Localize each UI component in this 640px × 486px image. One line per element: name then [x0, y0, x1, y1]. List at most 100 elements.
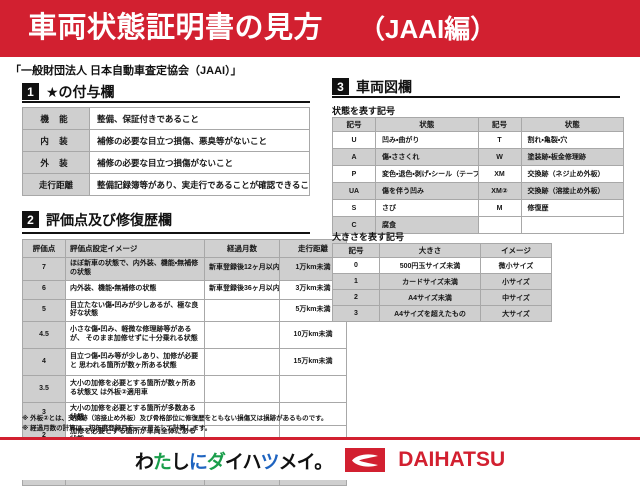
column-header-symbol-right: 記号: [477, 117, 522, 132]
state-symbol-right: XM②: [477, 182, 522, 200]
section-title-3: 車両図欄: [356, 79, 412, 95]
section-rule-1: [22, 101, 310, 103]
star-row-value: 補修の必要な目立つ損傷がないこと: [89, 151, 310, 174]
table-row: 4 目立つ傷・凹み等が少しあり、加修が必要と 思われる箇所が数ヶ所ある状態 15…: [22, 348, 347, 376]
section-rule-3: [332, 96, 620, 98]
rating-image: ほぼ新車の状態で、内外装、機能・無補修の状態: [65, 257, 205, 281]
size-symbol: 2: [332, 289, 380, 306]
state-desc-left: 変色・退色・剥げ・シール（テープ）跡: [375, 165, 479, 183]
table-row: 機 能 整備、保証付きであること: [22, 107, 310, 130]
association-name: 「一般財団法人 日本自動車査定協会（JAAI）」: [10, 65, 242, 77]
state-symbol-left: UA: [332, 182, 376, 200]
tagline-char: メ: [278, 451, 298, 473]
footer-divider: [0, 437, 640, 440]
state-symbol-left: S: [332, 199, 376, 217]
rating-image: 大小の加修を必要とする箇所が数ヶ所ある状態又 は外板②適用車: [65, 375, 205, 403]
table-row: 内 装 補修の必要な目立つ損傷、悪臭等がないこと: [22, 129, 310, 152]
tagline-char: ダ: [206, 451, 226, 473]
rating-point: 4: [22, 348, 66, 376]
state-desc-right: 交換跡（溶接止め外板）: [520, 182, 624, 200]
rating-image: 目立つ傷・凹み等が少しあり、加修が必要と 思われる箇所が数ヶ所ある状態: [65, 348, 205, 376]
star-criteria-table: 機 能 整備、保証付きであること 内 装 補修の必要な目立つ損傷、悪臭等がないこ…: [22, 107, 310, 196]
table-row: 0 500円玉サイズ未満 微小サイズ: [332, 257, 552, 274]
tagline-char: 。: [314, 451, 333, 473]
table-row: A 傷・ささくれ W 塗装跡・板金修理跡: [332, 148, 624, 166]
state-desc-right: [520, 216, 624, 234]
rating-point: 3.5: [22, 375, 66, 403]
column-header-symbol-left: 記号: [332, 117, 376, 132]
star-row-label: 機 能: [22, 107, 90, 130]
state-symbol-left: C: [332, 216, 376, 234]
table-header-row: 記号 大きさ イメージ: [332, 243, 552, 258]
size-symbols-table: 記号 大きさ イメージ 0 500円玉サイズ未満 微小サイズ 1 カードサイズ未…: [332, 243, 552, 322]
size-desc: 500円玉サイズ未満: [379, 257, 481, 274]
section-title-1: ★の付与欄: [46, 84, 115, 100]
column-header-image: 評価点設定イメージ: [65, 239, 205, 258]
table-row: 走行距離 整備記録簿等があり、実走行であることが確認できること: [22, 173, 310, 196]
rating-point: 7: [22, 257, 66, 281]
rating-months: [204, 348, 280, 376]
state-symbol-right: [477, 216, 522, 234]
table-row: C 腐食: [332, 216, 624, 234]
footnotes: ※ 外板②とは、交換跡（溶接止め外板）及び骨格部位に修復歴をともない損傷又は損跡…: [22, 414, 327, 434]
section-number-3: 3: [332, 78, 349, 95]
section-heading-2: 2 評価点及び修復歴欄: [22, 211, 172, 228]
star-row-value: 整備記録簿等があり、実走行であることが確認できること: [89, 173, 310, 196]
column-header-state-left: 状態: [375, 117, 479, 132]
state-symbol-left: A: [332, 148, 376, 166]
size-image: 微小サイズ: [480, 257, 552, 274]
footnote-line-2: ※ 経過月数の計算は、初年度登録月を一ヶ月として計算します。: [22, 425, 212, 433]
star-row-value: 補修の必要な目立つ損傷、悪臭等がないこと: [89, 129, 310, 152]
section-rule-2: [22, 232, 310, 234]
size-symbols-caption: 大きさを表す記号: [332, 232, 405, 242]
column-header-size-image: イメージ: [480, 243, 552, 258]
state-symbol-left: U: [332, 131, 376, 149]
table-row: P 変色・退色・剥げ・シール（テープ）跡 XM 交換跡（ネジ止め外板）: [332, 165, 624, 183]
table-row: 外 装 補修の必要な目立つ損傷がないこと: [22, 151, 310, 174]
footnote-line-1: ※ 外板②とは、交換跡（溶接止め外板）及び骨格部位に修復歴をともない損傷又は損跡…: [22, 415, 328, 422]
table-row: 3 A4サイズを超えたもの 大サイズ: [332, 305, 552, 322]
size-image: 小サイズ: [480, 273, 552, 290]
column-header-state-right: 状態: [520, 117, 624, 132]
tagline-char: ハ: [242, 451, 262, 473]
section-number-2: 2: [22, 211, 39, 228]
table-row: S さび M 修復歴: [332, 199, 624, 217]
tagline-char: ツ: [260, 451, 280, 473]
table-row: 2 加修を必要とする箇所が車両全体にある状態: [22, 424, 347, 448]
footer-branding: わたしにダイハツメイ。 DAIHATSU: [0, 440, 640, 480]
rating-months: 新車登録後12ヶ月以内: [204, 257, 280, 281]
state-symbol-right: XM: [477, 165, 522, 183]
table-row: U 凹み・曲がり T 割れ・亀裂・穴: [332, 131, 624, 149]
section-number-1: 1: [22, 83, 39, 100]
size-symbol: 1: [332, 273, 380, 290]
size-symbol: 3: [332, 305, 380, 322]
rating-point: 3: [22, 402, 66, 426]
rating-image: 小さな傷・凹み、軽微な修理跡等があるが、 そのまま加修せずに十分乗れる状態: [65, 321, 205, 349]
size-desc: カードサイズ未満: [379, 273, 481, 290]
star-row-label: 内 装: [22, 129, 90, 152]
section-heading-1: 1 ★の付与欄: [22, 83, 115, 100]
page-title: 車両状態証明書の見方: [28, 12, 324, 44]
rating-months: 新車登録後36ヶ月以内: [204, 279, 280, 300]
page-title-suffix: （JAAI編）: [359, 13, 497, 44]
table-row: UA 傷を伴う凹み XM② 交換跡（溶接止め外板）: [332, 182, 624, 200]
rating-months: [204, 321, 280, 349]
table-row: 3 大小の加修を必要とする箇所が多数ある状態: [22, 402, 347, 426]
rating-mileage: 10万km未満: [279, 321, 347, 349]
tagline-char: に: [188, 451, 208, 473]
rating-mileage: [279, 375, 347, 403]
tagline-char: た: [152, 451, 172, 473]
state-symbol-right: T: [477, 131, 522, 149]
column-header-size-symbol: 記号: [332, 243, 380, 258]
rating-image: 内外装、機能・無補修の状態: [65, 279, 205, 300]
state-desc-left: 傷を伴う凹み: [375, 182, 479, 200]
size-desc: A4サイズ未満: [379, 289, 481, 306]
state-symbols-table: 記号 状態 記号 状態 U 凹み・曲がり T 割れ・亀裂・穴 A 傷・ささくれ …: [332, 117, 624, 234]
star-row-label: 走行距離: [22, 173, 90, 196]
section-heading-3: 3 車両図欄: [332, 78, 412, 95]
brand-wordmark: DAIHATSU: [398, 448, 506, 471]
size-desc: A4サイズを超えたもの: [379, 305, 481, 322]
state-desc-left: 凹み・曲がり: [375, 131, 479, 149]
column-header-months: 経過月数: [204, 239, 280, 258]
rating-point: 6: [22, 279, 66, 300]
